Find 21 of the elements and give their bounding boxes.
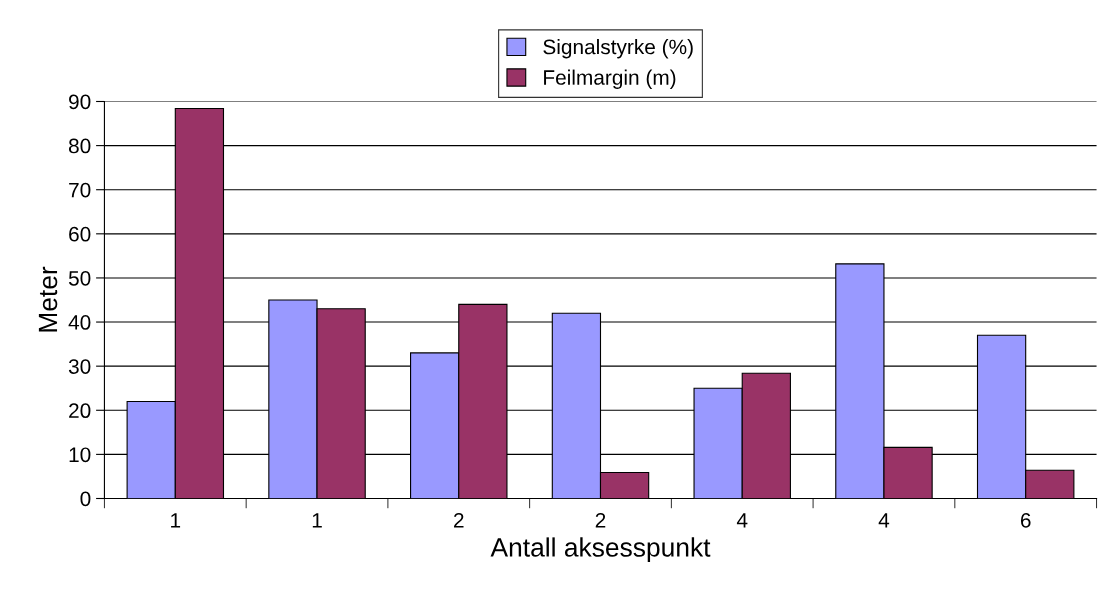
legend-label: Feilmargin (m) — [544, 69, 676, 89]
y-axis-title: Meter — [38, 266, 58, 332]
x-tick-label: 2 — [595, 512, 606, 528]
y-tick-label: 10 — [69, 447, 91, 463]
y-tick-label: 30 — [68, 359, 91, 374]
x-tick-label: 6 — [1020, 512, 1031, 528]
x-tick-label: 2 — [454, 512, 464, 528]
legend-label: Signalstyrke (%) — [543, 39, 693, 59]
x-tick-label: 1 — [171, 513, 181, 528]
x-tick-label: 4 — [736, 513, 748, 528]
y-tick-label: 70 — [69, 182, 91, 198]
y-tick-label: 90 — [69, 94, 91, 110]
x-tick-label: 1 — [312, 513, 322, 528]
x-tick-label: 4 — [878, 513, 890, 528]
y-tick-label: 40 — [68, 315, 91, 330]
y-tick-label: 60 — [69, 226, 91, 242]
y-tick-label: 50 — [68, 270, 91, 286]
x-axis-title: Antall aksesspunkt — [490, 537, 711, 562]
y-tick-label: 0 — [80, 491, 91, 507]
y-tick-label: 80 — [68, 138, 91, 154]
y-tick-label: 20 — [69, 403, 91, 419]
